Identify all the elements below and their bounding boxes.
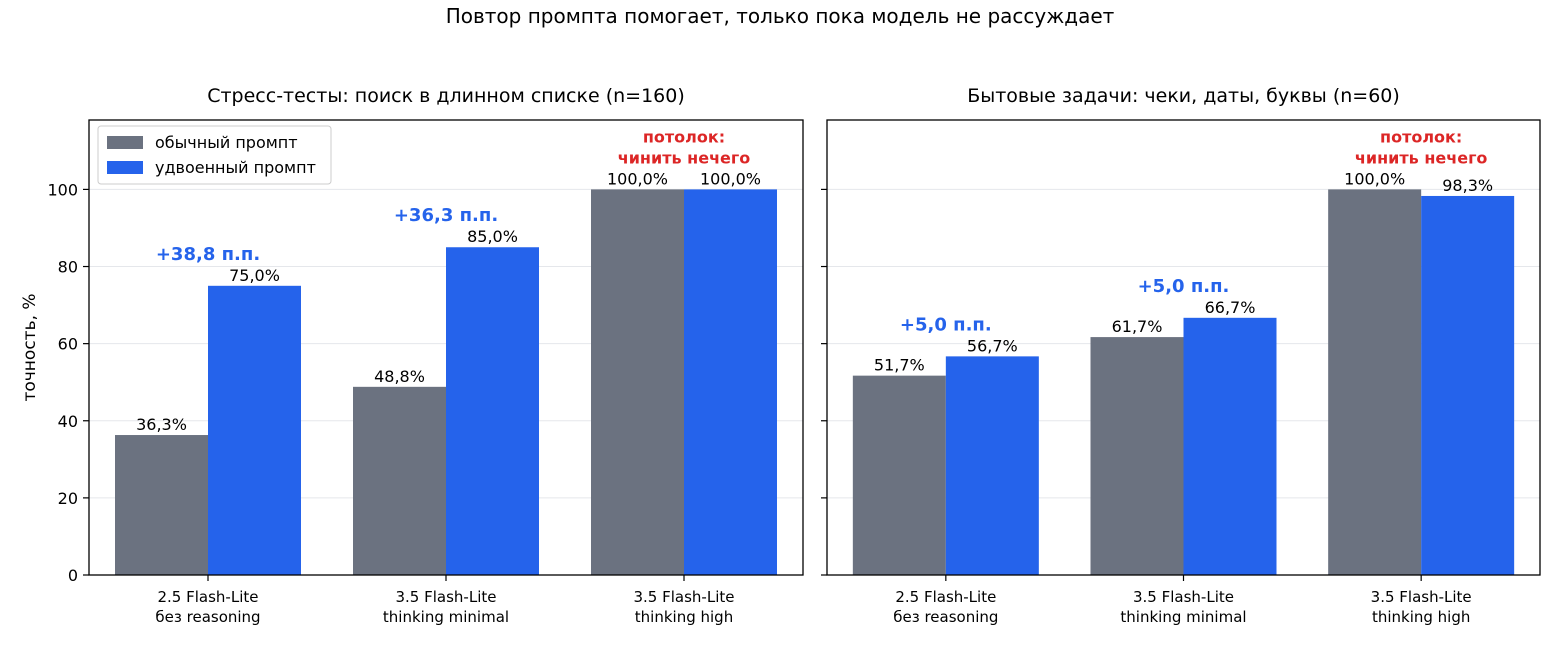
bar-value-label: 51,7% <box>874 356 925 375</box>
gain-annotation: +5,0 п.п. <box>900 314 992 335</box>
bar-normal <box>115 435 208 575</box>
bar-normal <box>353 386 446 575</box>
ceiling-annotation: чинить нечего <box>618 148 751 167</box>
bar-doubled <box>208 285 301 575</box>
panel-title: Стресс-тесты: поиск в длинном списке (n=… <box>207 85 685 107</box>
bar-value-label: 98,3% <box>1442 176 1493 195</box>
bar-doubled <box>1183 317 1277 575</box>
x-tick-label: без reasoning <box>893 608 998 626</box>
y-tick-label: 0 <box>68 566 78 585</box>
x-tick-label: thinking minimal <box>383 608 509 626</box>
legend-label-normal: обычный промпт <box>155 133 298 152</box>
bar-value-label: 100,0% <box>607 169 668 188</box>
gain-annotation: +36,3 п.п. <box>394 205 498 226</box>
y-axis-label: точность, % <box>20 293 40 401</box>
bar-value-label: 48,8% <box>374 367 425 386</box>
x-tick-label: 2.5 Flash-Lite <box>895 588 996 606</box>
legend-label-doubled: удвоенный промпт <box>155 158 316 177</box>
bar-value-label: 66,7% <box>1205 298 1256 317</box>
bar-value-label: 61,7% <box>1112 317 1163 336</box>
bar-doubled <box>446 247 539 575</box>
gain-annotation: +38,8 п.п. <box>156 244 260 265</box>
gain-annotation: +5,0 п.п. <box>1138 276 1230 297</box>
ceiling-annotation: чинить нечего <box>1355 148 1488 167</box>
chart-panel-2: 51,7% 61,7% 100,0% 56,7% 66,7% 98,3% +5,0 п.п.… <box>821 85 1541 626</box>
legend-box <box>97 125 332 185</box>
bar-doubled <box>1421 195 1515 576</box>
x-tick-label: thinking high <box>635 608 733 626</box>
x-tick-label: thinking minimal <box>1120 608 1246 626</box>
y-tick-label: 60 <box>58 335 78 354</box>
bar-value-label: 100,0% <box>1344 169 1405 188</box>
bar-doubled <box>945 356 1039 575</box>
legend: обычный промпт удвоенный промпт <box>97 125 332 185</box>
panel-title: Бытовые задачи: чеки, даты, буквы (n=60) <box>967 85 1400 107</box>
bar-value-label: 100,0% <box>700 169 761 188</box>
y-tick-label: 20 <box>58 489 78 508</box>
x-tick-label: 3.5 Flash-Lite <box>634 588 735 606</box>
bar-doubled <box>684 189 777 575</box>
x-tick-label: без reasoning <box>155 608 260 626</box>
chart-panel-1: 36,3% 48,8% 100,0% 75,0% 85,0% 100,0% +38,8 п.… <box>20 85 804 626</box>
x-tick-label: thinking high <box>1372 608 1470 626</box>
bar-value-label: 75,0% <box>229 266 280 285</box>
legend-swatch-normal <box>107 136 143 149</box>
bar-value-label: 85,0% <box>467 227 518 246</box>
figure-suptitle: Повтор промпта помогает, только пока мод… <box>446 4 1115 28</box>
x-tick-label: 3.5 Flash-Lite <box>396 588 497 606</box>
ceiling-annotation: потолок: <box>643 127 725 146</box>
x-tick-label: 2.5 Flash-Lite <box>158 588 259 606</box>
y-tick-label: 80 <box>58 258 78 277</box>
y-tick-label: 40 <box>58 412 78 431</box>
bar-value-label: 56,7% <box>967 336 1018 355</box>
ceiling-annotation: потолок: <box>1380 127 1462 146</box>
legend-swatch-doubled <box>107 161 143 174</box>
bar-normal <box>852 375 946 575</box>
x-tick-label: 3.5 Flash-Lite <box>1133 588 1234 606</box>
bar-normal <box>591 189 684 575</box>
bar-normal <box>1090 337 1184 575</box>
y-tick-label: 100 <box>47 180 78 199</box>
bar-value-label: 36,3% <box>136 415 187 434</box>
bar-normal <box>1328 189 1422 575</box>
x-tick-label: 3.5 Flash-Lite <box>1371 588 1472 606</box>
